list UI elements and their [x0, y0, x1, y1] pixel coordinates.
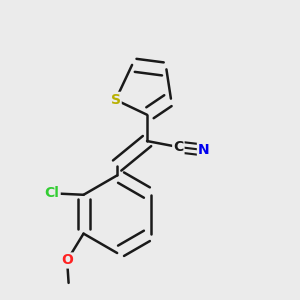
- Text: N: N: [198, 143, 210, 157]
- Text: S: S: [111, 93, 121, 107]
- Text: C: C: [173, 140, 184, 154]
- Text: O: O: [61, 254, 73, 268]
- Text: Cl: Cl: [45, 186, 60, 200]
